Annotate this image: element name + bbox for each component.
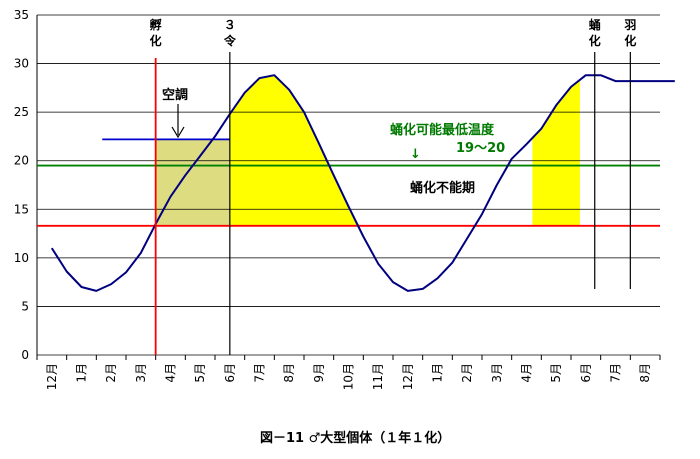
v-label-char-4-0: ３ bbox=[224, 18, 236, 32]
pupation-min-temp-range: 19～20 bbox=[456, 141, 505, 156]
x-tick-label-0: 12月 bbox=[45, 363, 59, 390]
shaded-region-0 bbox=[155, 139, 230, 226]
air-conditioning-arrowhead bbox=[171, 126, 185, 139]
air-conditioning-label: 空調 bbox=[162, 87, 188, 103]
vertical-reference-lines bbox=[154, 52, 631, 355]
x-tick-label-18: 6月 bbox=[579, 363, 593, 383]
y-tick-label-35: 35 bbox=[14, 8, 29, 22]
shaded-region-2 bbox=[532, 79, 580, 226]
x-tick-label-9: 9月 bbox=[312, 363, 326, 383]
v-label-char-3-0: 孵 bbox=[150, 17, 162, 32]
chart-caption: 図－11 ♂大型個体（１年１化） bbox=[260, 430, 450, 446]
x-tick-label-14: 2月 bbox=[460, 363, 474, 383]
v-label-char-6-1: 化 bbox=[624, 33, 636, 48]
x-tick-label-2: 2月 bbox=[104, 363, 118, 383]
x-axis: 12月 1月 2月 3月 4月 5月 6月 7月 8月 9月 10月 11月 12月 1月 2月 3月 4月 5月… bbox=[36, 355, 661, 390]
shaded-regions bbox=[155, 75, 580, 226]
horizontal-gridlines bbox=[36, 14, 660, 356]
horizontal-reference-lines bbox=[37, 138, 660, 227]
y-tick-label-30: 30 bbox=[14, 57, 29, 71]
x-tick-label-3: 3月 bbox=[134, 363, 148, 383]
y-tick-label-25: 25 bbox=[14, 105, 29, 119]
temperature-curve bbox=[50, 74, 675, 292]
x-tick-label-5: 5月 bbox=[193, 363, 207, 383]
y-tick-label-5: 5 bbox=[21, 299, 29, 313]
v-label-char-5-1: 化 bbox=[589, 33, 601, 48]
x-tick-label-7: 7月 bbox=[253, 363, 267, 383]
x-tick-label-13: 1月 bbox=[431, 363, 445, 383]
y-tick-label-15: 15 bbox=[14, 202, 29, 216]
annotations: 空調 蛹化可能最低温度 ↓ 19～20 蛹化不能期 bbox=[162, 87, 505, 196]
x-tick-label-11: 11月 bbox=[371, 363, 385, 390]
x-tick-label-16: 4月 bbox=[520, 363, 534, 383]
x-tick-label-1: 1月 bbox=[75, 363, 89, 383]
x-tick-label-8: 8月 bbox=[282, 363, 296, 383]
v-label-char-6-0: 羽 bbox=[624, 18, 636, 32]
shaded-region-1 bbox=[229, 75, 393, 226]
y-tick-label-0: 0 bbox=[21, 348, 29, 362]
x-tick-label-15: 3月 bbox=[490, 363, 504, 383]
x-tick-label-20: 8月 bbox=[638, 363, 652, 383]
y-tick-label-10: 10 bbox=[14, 251, 29, 265]
x-tick-label-17: 5月 bbox=[549, 363, 563, 383]
v-label-char-4-1: 令 bbox=[223, 33, 237, 48]
pupation-min-temp-arrow: ↓ bbox=[410, 147, 421, 162]
y-tick-label-20: 20 bbox=[14, 154, 29, 168]
x-tick-label-10: 10月 bbox=[342, 363, 356, 390]
x-tick-label-12: 12月 bbox=[401, 363, 415, 390]
no-pupation-period-label: 蛹化不能期 bbox=[410, 180, 475, 196]
x-tick-label-19: 7月 bbox=[609, 363, 623, 383]
series-line bbox=[50, 74, 675, 292]
x-tick-label-6: 6月 bbox=[223, 363, 237, 383]
pupation-min-temp-label: 蛹化可能最低温度 bbox=[390, 122, 495, 138]
y-axis: 0 5 10 15 20 25 30 35 bbox=[14, 8, 29, 362]
x-tick-label-4: 4月 bbox=[164, 363, 178, 383]
v-label-char-5-0: 蛹 bbox=[589, 17, 601, 32]
v-label-char-3-1: 化 bbox=[150, 33, 162, 48]
